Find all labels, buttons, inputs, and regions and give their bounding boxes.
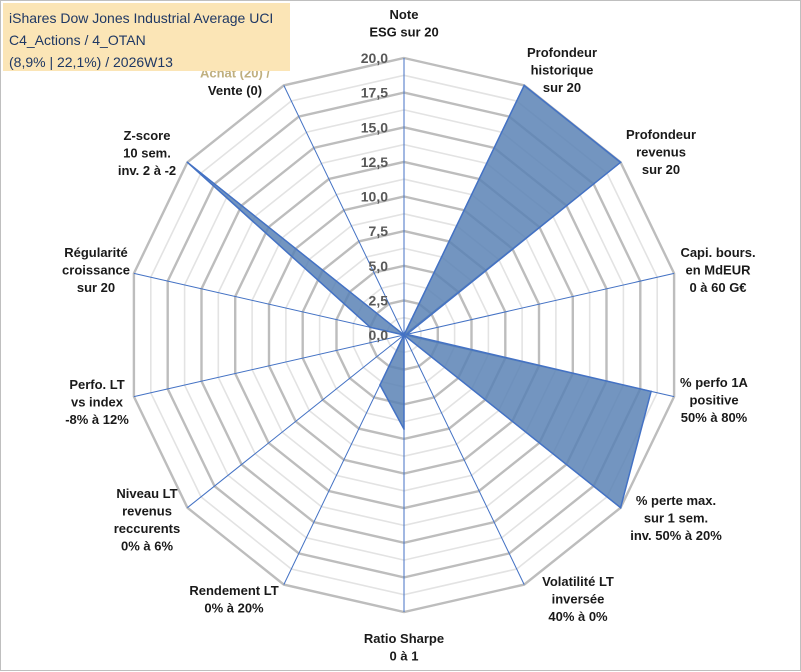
radar-tick-labels: 0,0 2,5 5,0 7,5 10,0 12,5 15,0 17,5 20,0 [361, 50, 388, 343]
category-label-6: Volatilité LT inversée 40% à 0% [542, 574, 614, 624]
tick-label: 2,5 [369, 292, 389, 308]
data-point-5 [619, 506, 622, 509]
tick-label: 10,0 [361, 189, 388, 205]
category-label-7: Ratio Sharpe 0 à 1 [364, 631, 444, 664]
title-line-1: iShares Dow Jones Industrial Average UCI [9, 10, 274, 26]
title-box: iShares Dow Jones Industrial Average UCI… [3, 3, 290, 71]
data-point-12 [186, 161, 189, 164]
tick-label: 17,5 [361, 85, 388, 101]
spoke-11 [133, 272, 405, 336]
data-point-4 [650, 390, 652, 393]
category-label-9: Niveau LT revenus reccurents 0% à 6% [114, 486, 180, 554]
category-label-10: Perfo. LT vs index -8% à 12% [65, 377, 129, 427]
category-label-1: Profondeur historique sur 20 [527, 45, 597, 95]
data-point-11 [369, 326, 372, 329]
tick-label: 0,0 [369, 327, 389, 343]
tick-label: 15,0 [361, 119, 388, 135]
spoke-3 [403, 272, 675, 336]
title-line-3: (8,9% | 22,1%) / 2026W13 [9, 54, 173, 70]
category-label-2: Profondeur revenus sur 20 [626, 127, 696, 177]
radar-series [186, 84, 653, 510]
tick-label: 20,0 [361, 50, 388, 66]
data-point-8 [379, 384, 381, 386]
spoke-13 [283, 85, 405, 336]
title-line-2: C4_Actions / 4_OTAN [9, 32, 146, 48]
tick-label: 12,5 [361, 154, 388, 170]
category-label-3: Capi. bours. en MdEUR 0 à 60 G€ [680, 245, 755, 295]
tick-label: 7,5 [369, 223, 389, 239]
data-point-3 [405, 333, 408, 336]
data-point-1 [523, 84, 525, 87]
category-label-0: Note ESG sur 20 [369, 7, 438, 40]
spoke-10 [133, 334, 405, 398]
category-label-5: % perte max. sur 1 sem. inv. 50% à 20% [630, 493, 722, 543]
spoke-9 [187, 334, 405, 509]
category-label-11: Régularité croissance sur 20 [62, 245, 130, 295]
spoke-6 [403, 334, 525, 585]
data-point-2 [619, 161, 622, 164]
data-point-13 [403, 334, 405, 336]
data-point-7 [403, 428, 405, 431]
category-label-12: Z-score 10 sem. inv. 2 à -2 [118, 128, 176, 178]
category-label-8: Rendement LT 0% à 20% [189, 583, 278, 616]
tick-label: 5,0 [369, 258, 389, 274]
category-label-4: % perfo 1A positive 50% à 80% [680, 375, 749, 425]
